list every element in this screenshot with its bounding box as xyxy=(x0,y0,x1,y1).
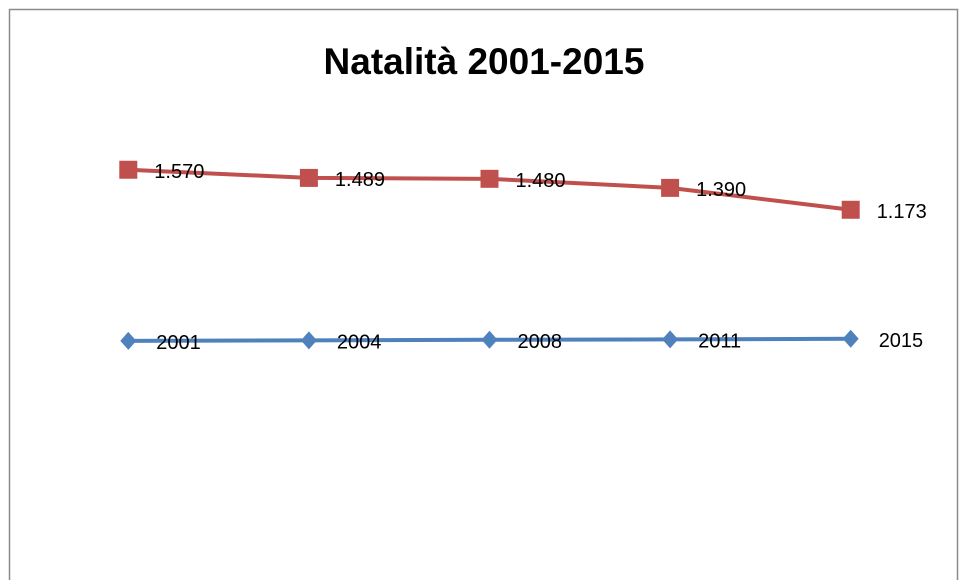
data-label: 1.173 xyxy=(877,201,927,223)
marker xyxy=(662,330,679,349)
marker xyxy=(841,200,860,219)
marker xyxy=(481,330,498,349)
chart-title: Natalità 2001-2015 xyxy=(324,41,645,82)
marker xyxy=(842,329,859,348)
data-label: 1.489 xyxy=(335,169,385,191)
marker xyxy=(299,168,318,187)
data-label: 2008 xyxy=(518,331,563,353)
data-label: 2001 xyxy=(156,332,201,354)
marker xyxy=(480,169,499,188)
data-label: 1.570 xyxy=(154,161,204,183)
data-label: 2015 xyxy=(879,330,924,352)
chart-border xyxy=(8,8,959,580)
marker xyxy=(120,331,137,350)
data-label: 1.390 xyxy=(696,179,746,201)
data-label: 1.480 xyxy=(516,170,566,192)
marker xyxy=(119,160,138,179)
data-label: 2011 xyxy=(698,331,741,353)
data-label: 2004 xyxy=(337,332,382,354)
marker xyxy=(661,178,680,197)
marker xyxy=(300,331,317,350)
